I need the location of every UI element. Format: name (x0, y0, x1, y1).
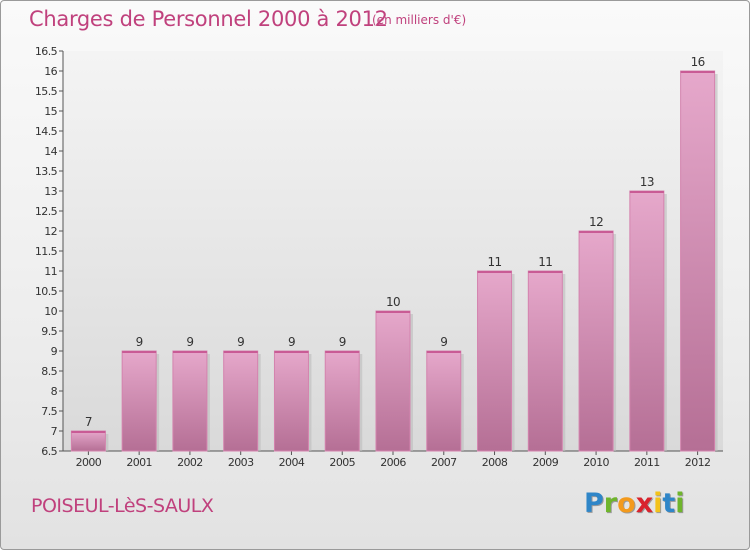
bar (324, 350, 360, 452)
logo-letter: P (584, 488, 604, 519)
y-tick-label: 13 (44, 185, 57, 198)
bars-group: 7 9 9 9 9 9 10 9 11 11 12 13 16 (70, 55, 718, 452)
bar (477, 270, 513, 452)
bar-value-label: 9 (237, 335, 244, 349)
bar-top (172, 351, 207, 353)
y-tick-label: 13.5 (35, 165, 58, 178)
y-tick-label: 11.5 (35, 245, 58, 258)
bar-top (528, 271, 563, 273)
y-tick-label: 15 (44, 105, 57, 118)
y-tick-label: 12.5 (35, 205, 58, 218)
bar-value-label: 9 (288, 335, 295, 349)
y-tick-label: 7 (51, 425, 58, 438)
axes-group: 6.5 7 7.5 8 8.5 9 9.5 10 10.5 11 11.5 12 12.5 13 13.5 1… (35, 45, 723, 469)
bar (629, 190, 665, 452)
logo-letter: x (635, 488, 654, 519)
bar (426, 350, 462, 452)
x-tick-label: 2006 (380, 456, 406, 469)
logo-letter: r (603, 488, 618, 519)
logo-letter: i (675, 488, 685, 519)
bar-value-label: 9 (136, 335, 143, 349)
bar (273, 350, 309, 452)
y-tick-label: 6.5 (41, 445, 57, 458)
bar (172, 350, 208, 452)
chart-title: Charges de Personnel 2000 à 2012 (29, 7, 388, 31)
y-tick-label: 9 (51, 345, 58, 358)
proxiti-logo: Proxiti (584, 488, 685, 519)
x-tick-label: 2008 (482, 456, 508, 469)
y-tick-label: 8 (51, 385, 58, 398)
x-tick-label: 2012 (685, 456, 711, 469)
x-tick-label: 2011 (634, 456, 660, 469)
x-tick-label: 2000 (76, 456, 102, 469)
bar-value-label: 12 (589, 215, 603, 229)
bar-top (579, 231, 614, 233)
bar-value-label: 16 (691, 55, 705, 69)
y-tick-label: 12 (44, 225, 57, 238)
y-tick-label: 7.5 (41, 405, 57, 418)
bar-top (71, 431, 106, 433)
bar (527, 270, 563, 452)
y-tick-label: 10 (44, 305, 57, 318)
logo-letter: t (662, 488, 676, 519)
bar-value-label: 9 (186, 335, 193, 349)
bar-top (223, 351, 258, 353)
logo-letter: o (617, 488, 636, 519)
x-tick-label: 2002 (177, 456, 203, 469)
y-tick-label: 9.5 (41, 325, 57, 338)
chart-subtitle: (en milliers d'€) (372, 13, 467, 27)
bar-value-label: 7 (85, 415, 92, 429)
commune-name: POISEUL-LèS-SAULX (31, 495, 214, 517)
bar-value-label: 10 (386, 295, 400, 309)
y-tick-label: 8.5 (41, 365, 57, 378)
bar (578, 230, 614, 452)
bar (70, 430, 106, 452)
bar-top (274, 351, 309, 353)
y-tick-label: 16 (44, 65, 57, 78)
bar-top (325, 351, 360, 353)
bar-top (680, 71, 715, 73)
bar (680, 70, 716, 452)
x-tick-label: 2001 (126, 456, 152, 469)
x-tick-label: 2005 (329, 456, 355, 469)
bar-top (426, 351, 461, 353)
bar (223, 350, 259, 452)
bar-top (376, 311, 410, 313)
bar (375, 310, 411, 452)
bar-value-label: 11 (487, 255, 501, 269)
bar (121, 350, 157, 452)
logo-letter: i (653, 488, 663, 519)
y-tick-label: 14.5 (35, 125, 58, 138)
bar-value-label: 9 (440, 335, 447, 349)
bar-value-label: 9 (339, 335, 346, 349)
y-tick-label: 14 (44, 145, 57, 158)
bar-value-label: 11 (538, 255, 552, 269)
x-tick-label: 2003 (228, 456, 254, 469)
x-tick-label: 2009 (533, 456, 559, 469)
y-tick-label: 11 (44, 265, 57, 278)
y-tick-label: 16.5 (35, 45, 58, 58)
x-tick-label: 2004 (279, 456, 305, 469)
bar-top (629, 191, 664, 193)
x-tick-label: 2007 (431, 456, 457, 469)
bar-top (477, 271, 512, 273)
y-tick-label: 15.5 (35, 85, 58, 98)
x-tick-label: 2010 (583, 456, 609, 469)
bar-value-label: 13 (640, 175, 654, 189)
y-tick-label: 10.5 (35, 285, 58, 298)
bar-top (122, 351, 157, 353)
